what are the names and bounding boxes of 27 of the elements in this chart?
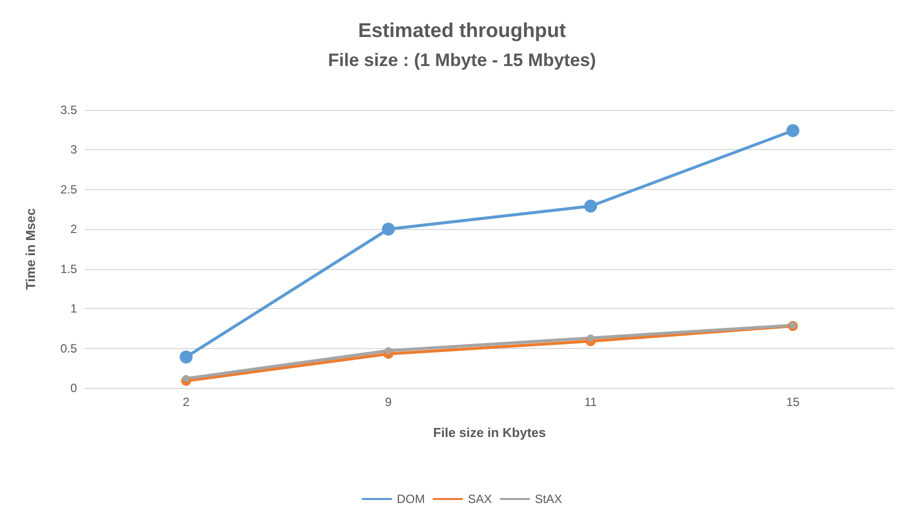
point [786,124,800,138]
legend-label: SAX [468,492,492,506]
x-tick-label: 2 [182,395,190,409]
legend-label: StAX [534,492,562,506]
chart-title: Estimated throughput [358,20,566,42]
y-tick-label: 1 [70,302,78,316]
point [182,374,190,382]
y-axis-title: Time in Msec [23,208,38,290]
legend-label: DOM [396,492,425,506]
y-tick-label: 3 [70,142,78,157]
point [180,350,193,364]
point [584,200,598,213]
x-tick-label: 11 [584,395,598,409]
point [384,347,392,354]
chart-subtitle: File size : (1 Mbyte - 15 Mbytes) [328,50,596,70]
x-tick-label: 9 [385,395,392,409]
x-axis-title: File size in Kbytes [433,425,546,440]
y-tick-label: 0.5 [60,341,78,356]
x-tick-label: 15 [786,395,800,409]
point [382,222,395,236]
y-tick-label: 2 [70,222,78,236]
y-tick-label: 2.5 [60,182,78,196]
y-tick-label: 3.5 [60,103,78,117]
y-tick-label: 1.5 [60,262,78,276]
point [587,334,594,342]
y-tick-label: 0 [70,381,78,395]
point [789,322,796,329]
